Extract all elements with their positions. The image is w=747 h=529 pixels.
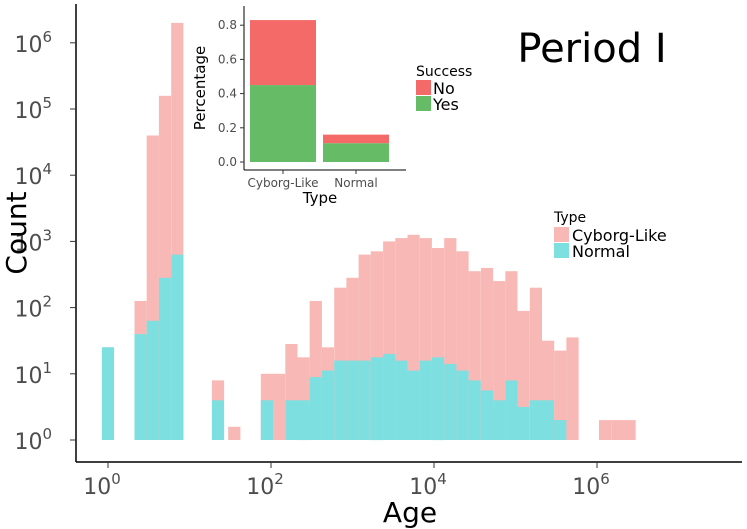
- period-annotation: Period I: [517, 26, 666, 72]
- bar-cyborg-34: [611, 420, 624, 440]
- y-tick-label-1: 101: [14, 359, 52, 389]
- legend-label-no: No: [433, 79, 455, 98]
- inset-y-tick-label-3: 0.6: [218, 52, 237, 66]
- bar-normal-23: [456, 370, 469, 440]
- y-tick-label-6: 106: [14, 28, 52, 58]
- bar-normal-2: [146, 320, 159, 440]
- success-legend: Success No Yes: [416, 64, 472, 114]
- bar-normal-13: [334, 360, 347, 440]
- bar-normal-16: [370, 357, 383, 441]
- inset-x-tick-label-1: Normal: [334, 176, 377, 190]
- bar-normal-11: [309, 377, 322, 440]
- bar-normal-22: [444, 363, 457, 440]
- legend-swatch-no: [416, 80, 431, 95]
- legend-label-yes: Yes: [432, 95, 459, 114]
- bar-normal-27: [505, 380, 518, 440]
- inset-y-tick-label-1: 0.2: [218, 121, 237, 135]
- inset-bar-yes-1: [323, 143, 389, 162]
- bar-normal-7: [260, 400, 273, 440]
- legend-label-normal: Normal: [572, 242, 630, 261]
- bar-normal-30: [542, 400, 555, 440]
- histogram-bars: [101, 22, 636, 441]
- x-axis-title: Age: [383, 496, 437, 529]
- inset-bar-chart: 0.0 0.2 0.4 0.6 0.8 Cyborg-Like Normal Percen…: [191, 4, 472, 207]
- inset-y-axis-title: Percentage: [191, 46, 209, 130]
- y-tick-label-5: 105: [14, 94, 52, 124]
- bar-normal-10: [297, 400, 310, 440]
- bar-cyborg-31: [554, 350, 567, 440]
- y-axis-title: Count: [0, 191, 33, 274]
- bar-cyborg-6: [228, 426, 241, 440]
- bar-normal-18: [395, 360, 408, 440]
- y-tick-label-4: 104: [14, 160, 52, 190]
- bar-normal-0: [101, 347, 115, 440]
- bar-normal-12: [321, 370, 335, 440]
- inset-bar-no-1: [323, 134, 389, 144]
- bar-cyborg-33: [599, 420, 612, 440]
- x-tick-label-3: 106: [572, 470, 610, 500]
- bar-normal-17: [383, 353, 396, 440]
- bar-normal-4: [171, 254, 184, 440]
- bar-normal-9: [285, 400, 298, 440]
- bar-normal-20: [419, 360, 432, 440]
- inset-y-axis-ticks: 0.0 0.2 0.4 0.6 0.8: [218, 18, 244, 169]
- legend-swatch-yes: [416, 96, 431, 111]
- bar-cyborg-26: [493, 281, 506, 440]
- bar-cyborg-35: [623, 420, 636, 440]
- bar-normal-5: [211, 400, 225, 440]
- bar-normal-28: [517, 406, 530, 440]
- legend-swatch-cyborg: [554, 227, 569, 242]
- bar-normal-15: [358, 360, 371, 440]
- bar-normal-26: [493, 400, 506, 440]
- x-tick-label-1: 102: [246, 470, 284, 500]
- legend-label-cyborg: Cyborg-Like: [572, 226, 667, 245]
- inset-x-axis-title: Type: [302, 189, 337, 207]
- bar-normal-21: [432, 357, 445, 441]
- y-tick-label-2: 102: [14, 293, 52, 323]
- bar-normal-25: [480, 390, 494, 440]
- inset-y-tick-label-2: 0.4: [218, 87, 237, 101]
- type-legend: Type Cyborg-Like Normal: [553, 210, 667, 261]
- success-legend-title: Success: [416, 64, 472, 80]
- bar-normal-19: [407, 370, 420, 440]
- inset-bar-no-0: [250, 20, 316, 86]
- y-tick-label-0: 100: [14, 425, 52, 455]
- bar-normal-24: [468, 380, 481, 440]
- bar-cyborg-8: [273, 373, 286, 440]
- bar-cyborg-32: [566, 337, 579, 440]
- inset-bar-yes-0: [250, 85, 316, 162]
- inset-x-tick-label-0: Cyborg-Like: [247, 176, 318, 190]
- x-axis-ticks: 100 102 104 106: [83, 462, 610, 500]
- bar-normal-14: [346, 360, 359, 440]
- inset-x-axis-ticks: Cyborg-Like Normal: [247, 170, 378, 190]
- inset-bars: [250, 20, 389, 162]
- bar-normal-29: [529, 400, 542, 440]
- inset-y-tick-label-4: 0.8: [218, 18, 237, 32]
- legend-swatch-normal: [554, 243, 569, 258]
- x-tick-label-0: 100: [83, 470, 121, 500]
- type-legend-title: Type: [553, 210, 586, 226]
- bar-normal-1: [134, 334, 147, 440]
- bar-normal-3: [158, 277, 172, 440]
- inset-y-tick-label-0: 0.0: [218, 155, 237, 169]
- bar-normal-31: [554, 420, 567, 440]
